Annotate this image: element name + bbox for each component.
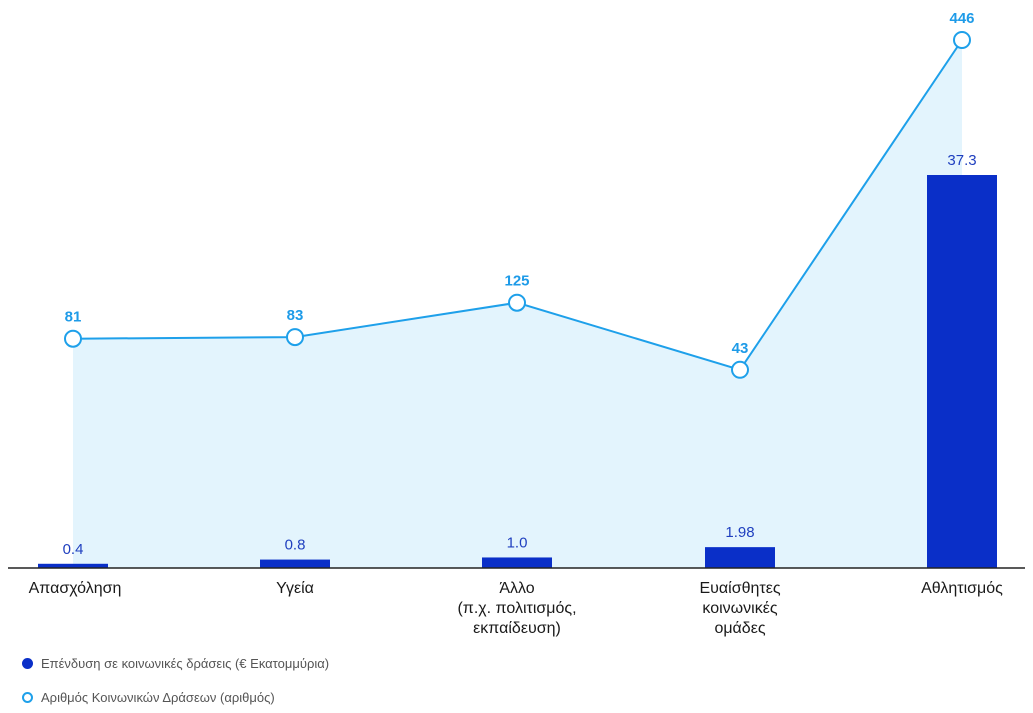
line-point-4 <box>953 31 971 49</box>
category-label-line: εκπαίδευση) <box>473 620 561 637</box>
category-label-1: Υγεία <box>276 580 314 597</box>
bar-value-label-2: 1.0 <box>507 534 528 551</box>
bar-4 <box>927 175 997 568</box>
category-label-line: Αθλητισμός <box>921 580 1003 597</box>
legend-label-investment: Επένδυση σε κοινωνικές δράσεις (€ Εκατομ… <box>41 656 330 671</box>
line-value-label-0: 81 <box>65 309 82 326</box>
bar-3 <box>705 547 775 568</box>
legend-item-investment: Επένδυση σε κοινωνικές δράσεις (€ Εκατομ… <box>22 656 329 671</box>
category-label-line: Υγεία <box>276 580 314 597</box>
category-label-4: Αθλητισμός <box>921 580 1003 597</box>
category-label-line: κοινωνικές <box>702 600 777 617</box>
line-point-2 <box>508 293 526 312</box>
category-label-line: (π.χ. πολιτισμός, <box>457 600 576 617</box>
category-label-2: Άλλο (π.χ. πολιτισμός, εκπαίδευση) <box>457 580 576 637</box>
category-label-line: Ευαίσθητες <box>699 580 780 597</box>
line-value-label-4: 446 <box>949 10 974 27</box>
bar-0 <box>38 563 108 568</box>
line-value-label-1: 83 <box>287 307 304 324</box>
legend-item-actions-count: Αριθμός Κοινωνικών Δράσεων (αριθμός) <box>22 690 275 705</box>
line-value-label-2: 125 <box>504 273 529 290</box>
legend-filled-circle-icon <box>22 658 33 669</box>
line-value-label-3: 43 <box>732 340 749 357</box>
bar-value-label-0: 0.4 <box>63 541 84 558</box>
bar-value-label-3: 1.98 <box>725 524 754 541</box>
category-label-line: Απασχόληση <box>29 580 122 597</box>
line-point-1 <box>286 328 304 347</box>
bar-value-label-4: 37.3 <box>947 152 976 169</box>
category-label-line: Άλλο <box>499 580 534 597</box>
legend-label-actions-count: Αριθμός Κοινωνικών Δράσεων (αριθμός) <box>41 690 275 705</box>
line-point-3 <box>731 360 749 379</box>
category-label-line: ομάδες <box>714 620 765 637</box>
bar-1 <box>260 559 330 568</box>
legend-hollow-circle-icon <box>22 692 33 703</box>
bar-value-label-1: 0.8 <box>285 537 306 554</box>
category-label-0: Απασχόληση <box>29 580 122 597</box>
category-label-3: Ευαίσθητες κοινωνικές ομάδες <box>699 580 780 637</box>
line-point-0 <box>64 329 82 348</box>
bar-2 <box>482 557 552 568</box>
